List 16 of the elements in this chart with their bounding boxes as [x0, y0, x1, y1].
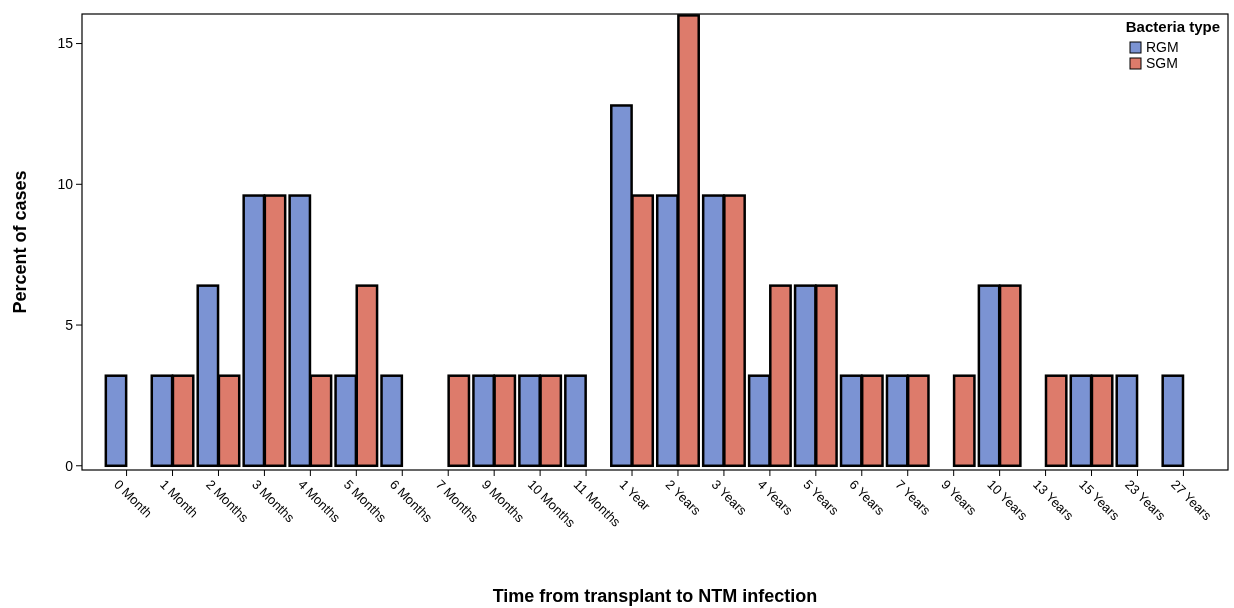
y-tick-label: 15	[57, 35, 74, 52]
bar	[952, 374, 976, 468]
legend-label: SGM	[1146, 55, 1178, 71]
y-axis-title: Percent of cases	[10, 170, 30, 314]
y-tick-label: 5	[65, 316, 74, 333]
bar	[447, 374, 471, 468]
y-tick-label: 10	[57, 176, 74, 193]
bar	[1161, 374, 1185, 468]
legend-label: RGM	[1146, 39, 1179, 55]
x-axis-title: Time from transplant to NTM infection	[492, 586, 818, 606]
legend-title: Bacteria type	[1125, 18, 1220, 35]
y-tick-label: 0	[65, 457, 74, 474]
bar	[104, 374, 128, 468]
bar	[1044, 374, 1068, 468]
bar	[380, 374, 404, 468]
bar	[564, 374, 587, 468]
